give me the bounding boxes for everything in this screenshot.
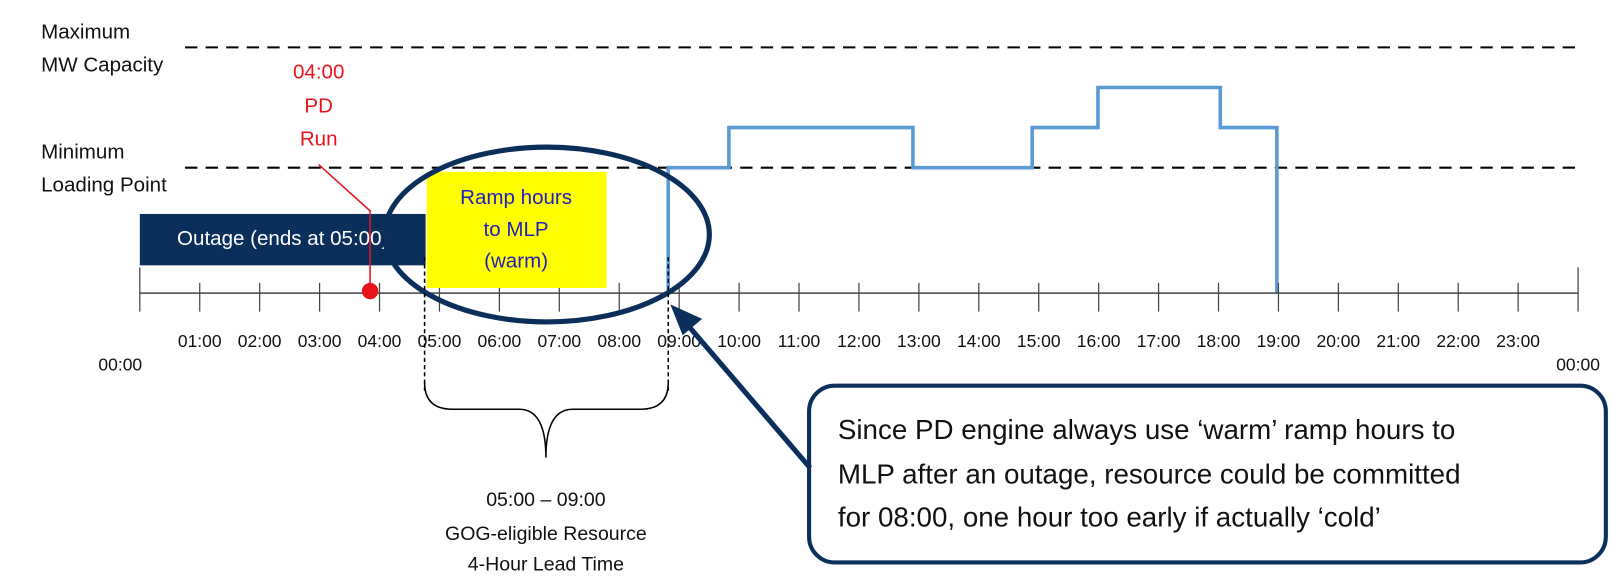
lead-text: 05:00 – 09:00 bbox=[486, 489, 606, 511]
hour-label: 04:00 bbox=[358, 331, 402, 351]
outage-text: Outage (ends at 05:00) bbox=[177, 227, 388, 250]
hour-label: 14:00 bbox=[957, 331, 1001, 351]
hour-label: 18:00 bbox=[1197, 331, 1241, 351]
pd-run-text: 04:00 bbox=[293, 61, 344, 84]
pd-run-text: PD bbox=[304, 94, 333, 117]
hour-label: 22:00 bbox=[1436, 331, 1480, 351]
hour-label: 06:00 bbox=[478, 331, 522, 351]
level-label: Minimum bbox=[41, 141, 124, 164]
hour-label: 07:00 bbox=[537, 331, 581, 351]
hour-label: 23:00 bbox=[1496, 331, 1540, 351]
level-label: Maximum bbox=[41, 20, 130, 43]
callout-arrow bbox=[684, 322, 813, 470]
level-label: Loading Point bbox=[41, 174, 167, 197]
hour-label: 20:00 bbox=[1317, 331, 1361, 351]
callout-box bbox=[807, 383, 1608, 565]
lead-text: GOG-eligible Resource bbox=[445, 523, 647, 545]
pd-run-dot bbox=[361, 282, 379, 300]
hour-label: 12:00 bbox=[837, 331, 881, 351]
ramp-text: Ramp hours bbox=[460, 186, 572, 209]
hour-label: 13:00 bbox=[897, 331, 941, 351]
hour-label: 02:00 bbox=[238, 331, 282, 351]
hour-label: 11:00 bbox=[778, 331, 821, 351]
level-label: MW Capacity bbox=[41, 53, 164, 76]
hour-label: 05:00 bbox=[418, 331, 462, 351]
highlight-ellipse bbox=[381, 144, 712, 325]
hour-label: 03:00 bbox=[298, 331, 342, 351]
hour-label: 17:00 bbox=[1137, 331, 1181, 351]
callout-arrowhead bbox=[670, 304, 703, 336]
mw-profile bbox=[666, 85, 1279, 294]
hour-label: 15:00 bbox=[1017, 331, 1061, 351]
pd-run-text: Run bbox=[300, 127, 338, 150]
hour-label: 01:00 bbox=[178, 331, 222, 351]
ramp-text: to MLP bbox=[484, 218, 549, 241]
hour-label: 21:00 bbox=[1376, 331, 1420, 351]
hour-label: 19:00 bbox=[1257, 331, 1301, 351]
pd-run-pointer bbox=[318, 164, 371, 292]
ramp-box bbox=[426, 171, 607, 288]
hour-label: 08:00 bbox=[597, 331, 641, 351]
callout-text: for 08:00, one hour too early if actuall… bbox=[838, 502, 1381, 533]
hour-label: 00:00 bbox=[1556, 355, 1600, 375]
callout-text: MLP after an outage, resource could be c… bbox=[838, 458, 1461, 489]
ramp-text: (warm) bbox=[484, 250, 548, 273]
hour-label: 10:00 bbox=[717, 331, 761, 351]
lead-text: 4-Hour Lead Time bbox=[468, 554, 624, 576]
hour-label: 00:00 bbox=[98, 355, 142, 375]
outage-box bbox=[139, 213, 426, 266]
callout-text: Since PD engine always use ‘warm’ ramp h… bbox=[838, 414, 1455, 445]
lead-brace bbox=[423, 382, 670, 458]
hour-label: 16:00 bbox=[1077, 331, 1121, 351]
